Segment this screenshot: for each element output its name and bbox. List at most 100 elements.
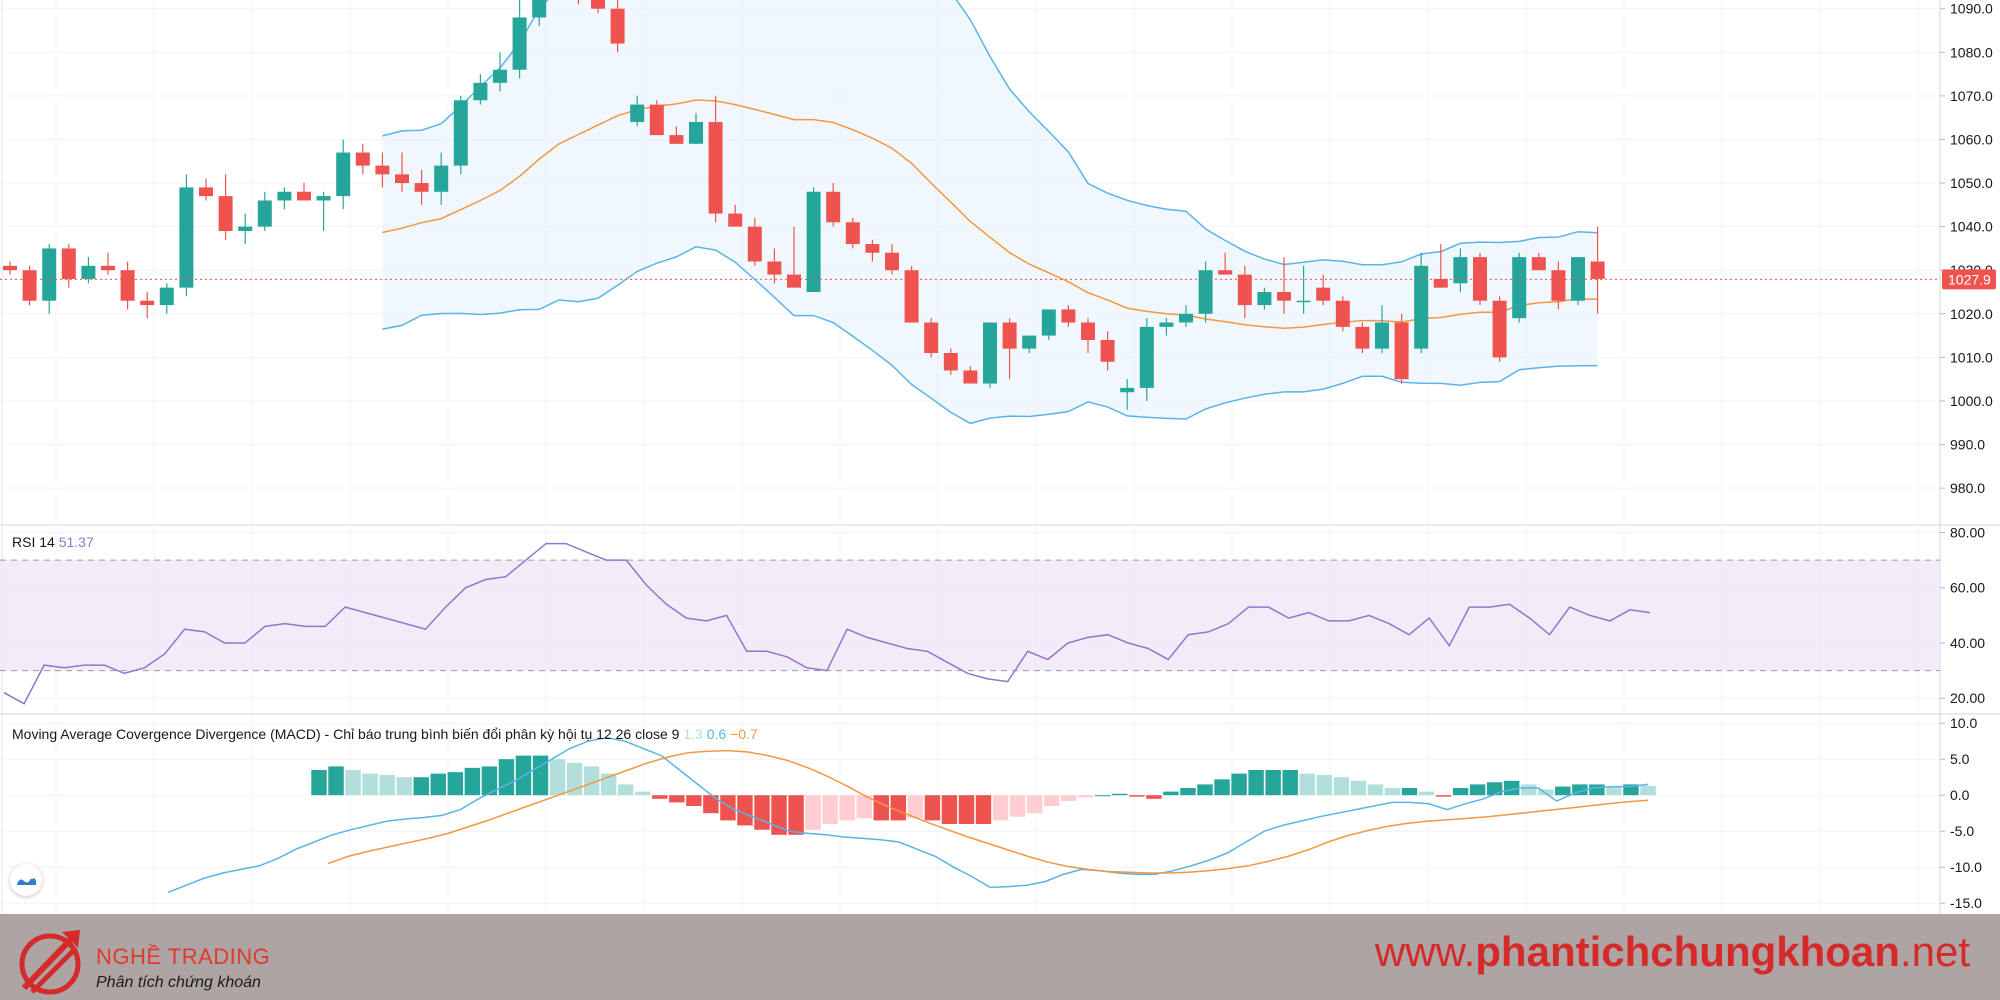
macd-histogram-bar bbox=[413, 777, 429, 796]
macd-histogram-bar bbox=[311, 770, 327, 796]
macd-histogram-bar bbox=[1299, 773, 1315, 796]
tradingview-logo-icon[interactable] bbox=[10, 864, 42, 896]
candle-body bbox=[42, 248, 57, 301]
candle-body bbox=[257, 200, 272, 227]
macd-histogram-bar bbox=[566, 762, 583, 796]
candle-body bbox=[297, 191, 311, 201]
candle-body bbox=[1296, 300, 1311, 303]
candle-body bbox=[767, 261, 782, 275]
price-pane[interactable] bbox=[0, 0, 1940, 425]
url-prefix: www. bbox=[1374, 928, 1476, 975]
rsi-line bbox=[3, 542, 1651, 705]
candle-body bbox=[904, 270, 919, 323]
macd-histogram-bar bbox=[635, 791, 651, 796]
price-tick-label: 1020.0 bbox=[1950, 306, 1993, 322]
candle-body bbox=[3, 265, 17, 271]
price-tick-label: 980.0 bbox=[1950, 480, 1985, 496]
macd-histogram-bar bbox=[532, 755, 549, 796]
macd-histogram-bar bbox=[754, 795, 770, 830]
macd-pane[interactable] bbox=[167, 736, 1656, 894]
bollinger-band-fill bbox=[382, 0, 1598, 424]
macd-histogram-bar bbox=[856, 795, 872, 819]
price-tick-label: 1080.0 bbox=[1950, 44, 1993, 60]
candle-body bbox=[159, 287, 174, 306]
macd-line bbox=[167, 736, 1649, 894]
macd-histogram-bar bbox=[1043, 795, 1060, 806]
candle-body bbox=[1179, 313, 1193, 323]
candle-body bbox=[1100, 339, 1115, 362]
macd-tick-label: -15.0 bbox=[1950, 895, 1982, 911]
macd-histogram-bar bbox=[1521, 784, 1537, 796]
macd-histogram-bar bbox=[1572, 784, 1588, 796]
macd-tick-label: 5.0 bbox=[1950, 751, 1970, 767]
rsi-pane[interactable] bbox=[0, 542, 1940, 705]
candle-body bbox=[1375, 322, 1389, 349]
candle-body bbox=[787, 274, 801, 288]
candle-body bbox=[1257, 292, 1272, 306]
macd-histogram-bar bbox=[907, 795, 924, 819]
price-axis[interactable]: 1090.01080.01070.01060.01050.01040.01030… bbox=[1940, 1, 1996, 911]
macd-histogram-bar bbox=[396, 777, 412, 796]
candle-body bbox=[1394, 322, 1409, 380]
macd-histogram-bar bbox=[362, 773, 378, 796]
macd-histogram-bar bbox=[1197, 784, 1213, 796]
candle-body bbox=[1316, 287, 1331, 301]
candle-body bbox=[1237, 274, 1252, 306]
macd-histogram-bar bbox=[1640, 785, 1656, 796]
macd-histogram-bar bbox=[498, 759, 515, 796]
macd-histogram-bar bbox=[992, 795, 1009, 821]
macd-histogram-bar bbox=[737, 795, 753, 826]
candle-body bbox=[473, 82, 488, 101]
candle-body bbox=[1120, 387, 1135, 393]
candle-body bbox=[689, 122, 703, 144]
bollinger-lower-band bbox=[382, 246, 1598, 425]
macd-histogram-bar bbox=[822, 795, 838, 824]
candle-body bbox=[395, 174, 409, 184]
macd-histogram-bar bbox=[1282, 770, 1298, 796]
candle-body bbox=[1002, 322, 1017, 349]
candle-body bbox=[1551, 270, 1566, 301]
website-url[interactable]: www.phantichchungkhoan.net bbox=[1375, 928, 1970, 976]
candle-body bbox=[943, 353, 958, 371]
macd-value: −0.7 bbox=[730, 726, 758, 742]
price-tick-label: 1050.0 bbox=[1950, 175, 1993, 191]
bollinger-upper-band bbox=[382, 0, 1598, 266]
macd-histogram-bar bbox=[549, 759, 566, 796]
candle-body bbox=[630, 104, 645, 123]
macd-histogram-bar bbox=[703, 795, 719, 814]
candle-body bbox=[532, 0, 547, 18]
macd-histogram-bar bbox=[873, 795, 889, 821]
price-tick-label: 1090.0 bbox=[1950, 1, 1993, 17]
candle-body bbox=[669, 135, 684, 144]
trading-chart[interactable]: 1090.01080.01070.01060.01050.01040.01030… bbox=[0, 0, 2000, 914]
candle-body bbox=[22, 270, 37, 301]
candle-body bbox=[1512, 257, 1527, 319]
macd-histogram-bar bbox=[805, 795, 821, 830]
macd-histogram-bar bbox=[720, 795, 736, 821]
candle-body bbox=[806, 191, 821, 293]
macd-histogram-bar bbox=[1163, 791, 1179, 796]
candle-body bbox=[1139, 326, 1154, 388]
candle-body bbox=[375, 165, 390, 175]
price-tick-label: 1000.0 bbox=[1950, 393, 1993, 409]
rsi-tick-label: 20.00 bbox=[1950, 690, 1985, 706]
candle-body bbox=[610, 8, 625, 44]
candle-body bbox=[101, 265, 115, 271]
candle-body bbox=[963, 370, 978, 384]
candle-body bbox=[277, 191, 292, 201]
brand-name: NGHỀ TRADING bbox=[96, 944, 271, 969]
macd-histogram-bar bbox=[669, 795, 685, 803]
candle-body bbox=[1453, 257, 1468, 284]
macd-histogram-bar bbox=[1333, 777, 1350, 796]
last-price-badge bbox=[1942, 269, 1996, 290]
candle-body bbox=[649, 104, 664, 136]
macd-histogram-bar bbox=[1214, 779, 1230, 796]
rsi-period: 14 bbox=[39, 534, 58, 550]
macd-histogram-bar bbox=[839, 795, 855, 821]
candle-body bbox=[179, 187, 194, 288]
macd-tick-label: -5.0 bbox=[1950, 823, 1974, 839]
macd-histogram-bar bbox=[1026, 795, 1043, 814]
candle-body bbox=[1335, 300, 1350, 327]
macd-histogram-bar bbox=[1060, 795, 1077, 801]
macd-histogram-bar bbox=[686, 795, 702, 806]
